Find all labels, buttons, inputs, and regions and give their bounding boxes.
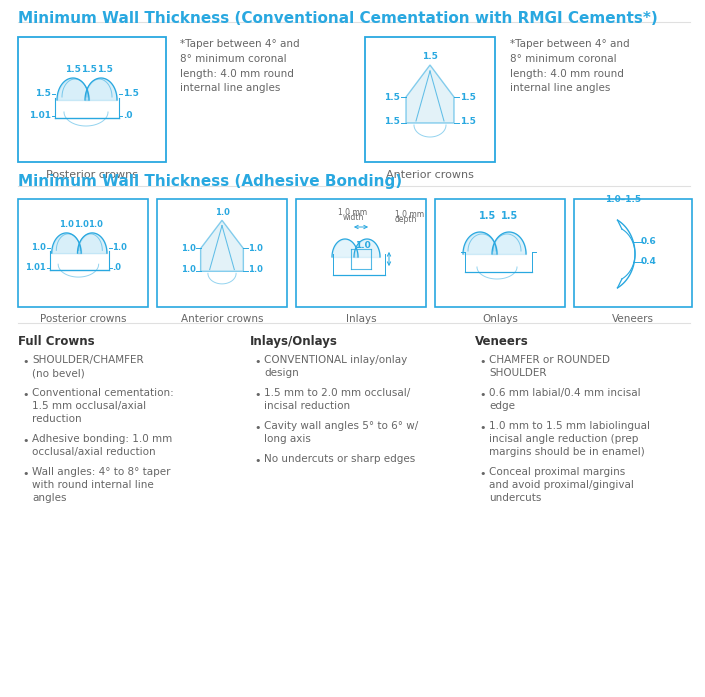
Text: 1.5: 1.5 — [501, 211, 519, 221]
Text: •: • — [479, 469, 486, 479]
Text: Full Crowns: Full Crowns — [18, 335, 94, 348]
Text: Inlays/Onlays: Inlays/Onlays — [250, 335, 338, 348]
Text: 1.5: 1.5 — [384, 116, 400, 125]
Text: CHAMFER or ROUNDED: CHAMFER or ROUNDED — [489, 355, 610, 365]
Text: •: • — [254, 357, 261, 367]
Text: 0.6: 0.6 — [641, 238, 657, 247]
Text: 1.5 mm occlusal/axial: 1.5 mm occlusal/axial — [32, 401, 146, 411]
Text: •: • — [254, 390, 261, 400]
Bar — [157, 199, 287, 307]
Text: •: • — [22, 436, 28, 446]
Text: 1.0–1.5: 1.0–1.5 — [605, 195, 641, 204]
Text: Onlays: Onlays — [482, 314, 518, 324]
Text: 1.0: 1.0 — [31, 243, 47, 252]
Text: 1.0: 1.0 — [74, 220, 89, 229]
Text: •: • — [479, 390, 486, 400]
Text: design: design — [264, 368, 299, 378]
Polygon shape — [201, 220, 243, 271]
Text: 1.0: 1.0 — [88, 220, 104, 229]
Polygon shape — [406, 65, 454, 123]
Bar — [365, 37, 495, 162]
Text: 1.5: 1.5 — [460, 93, 476, 102]
Text: depth: depth — [395, 215, 417, 224]
Text: •: • — [479, 357, 486, 367]
Text: Conventional cementation:: Conventional cementation: — [32, 388, 173, 398]
Text: 1.5: 1.5 — [422, 52, 438, 61]
Text: Cavity wall angles 5° to 6° w/: Cavity wall angles 5° to 6° w/ — [264, 421, 418, 431]
Text: No undercuts or sharp edges: No undercuts or sharp edges — [264, 454, 415, 464]
Text: 1.5: 1.5 — [384, 93, 400, 102]
Text: 1.0: 1.0 — [180, 265, 195, 274]
Text: 1.5 mm to 2.0 mm occlusal/: 1.5 mm to 2.0 mm occlusal/ — [264, 388, 410, 398]
Text: 1.01: 1.01 — [25, 263, 47, 273]
Text: Inlays: Inlays — [345, 314, 376, 324]
Text: 1.0: 1.0 — [248, 244, 263, 253]
Text: 1.5: 1.5 — [479, 211, 496, 221]
Text: •: • — [254, 423, 261, 433]
Text: undercuts: undercuts — [489, 493, 541, 503]
Bar — [18, 199, 148, 307]
Text: 1.0 mm to 1.5 mm labiolingual: 1.0 mm to 1.5 mm labiolingual — [489, 421, 650, 431]
Text: 0.6 mm labial/0.4 mm incisal: 0.6 mm labial/0.4 mm incisal — [489, 388, 641, 398]
Text: Minimum Wall Thickness (Conventional Cementation with RMGI Cements*): Minimum Wall Thickness (Conventional Cem… — [18, 11, 658, 26]
Text: reduction: reduction — [32, 414, 82, 424]
Text: •: • — [22, 357, 28, 367]
Text: 1.5: 1.5 — [97, 65, 113, 74]
Text: Adhesive bonding: 1.0 mm: Adhesive bonding: 1.0 mm — [32, 434, 172, 444]
Text: 1.5: 1.5 — [460, 116, 476, 125]
Text: edge: edge — [489, 401, 515, 411]
Text: *Taper between 4° and
8° minimum coronal
length: 4.0 mm round
internal line angl: *Taper between 4° and 8° minimum coronal… — [510, 39, 630, 93]
Text: 1.5: 1.5 — [35, 89, 51, 98]
Bar — [18, 37, 166, 162]
Text: Posterior crowns: Posterior crowns — [46, 170, 138, 180]
Text: 1.0: 1.0 — [248, 265, 263, 274]
Text: Veneers: Veneers — [612, 314, 654, 324]
Text: 1.0: 1.0 — [214, 208, 229, 217]
Text: incisal angle reduction (prep: incisal angle reduction (prep — [489, 434, 638, 444]
Bar — [435, 199, 565, 307]
Text: •: • — [22, 390, 28, 400]
Text: 1.0: 1.0 — [59, 220, 74, 229]
Text: 1.0: 1.0 — [180, 244, 195, 253]
Text: Anterior crowns: Anterior crowns — [180, 314, 263, 324]
Text: 1.0 mm: 1.0 mm — [395, 210, 424, 219]
Text: 0.4: 0.4 — [641, 257, 657, 266]
Text: 1.0: 1.0 — [112, 243, 128, 252]
Text: CONVENTIONAL inlay/onlay: CONVENTIONAL inlay/onlay — [264, 355, 407, 365]
Text: SHOULDER: SHOULDER — [489, 368, 546, 378]
Bar — [574, 199, 692, 307]
Bar — [296, 199, 426, 307]
Text: *Taper between 4° and
8° minimum coronal
length: 4.0 mm round
internal line angl: *Taper between 4° and 8° minimum coronal… — [180, 39, 300, 93]
Text: Veneers: Veneers — [475, 335, 529, 348]
Text: Minimum Wall Thickness (Adhesive Bonding): Minimum Wall Thickness (Adhesive Bonding… — [18, 174, 402, 189]
Text: Anterior crowns: Anterior crowns — [386, 170, 474, 180]
Text: long axis: long axis — [264, 434, 311, 444]
Text: margins should be in enamel): margins should be in enamel) — [489, 447, 645, 457]
Text: Conceal proximal margins: Conceal proximal margins — [489, 467, 625, 477]
Text: occlusal/axial reduction: occlusal/axial reduction — [32, 447, 156, 457]
Text: (no bevel): (no bevel) — [32, 368, 85, 378]
Text: 1.5: 1.5 — [65, 65, 81, 74]
Text: 1.01: 1.01 — [29, 112, 51, 121]
Text: 1.0 mm: 1.0 mm — [338, 208, 367, 217]
Text: 1.0: 1.0 — [355, 240, 371, 250]
Text: incisal reduction: incisal reduction — [264, 401, 350, 411]
Text: 1.5: 1.5 — [81, 65, 97, 74]
Text: SHOULDER/CHAMFER: SHOULDER/CHAMFER — [32, 355, 144, 365]
Text: width: width — [343, 213, 364, 222]
Text: .0: .0 — [123, 112, 133, 121]
Text: .0: .0 — [112, 263, 121, 273]
Text: and avoid proximal/gingival: and avoid proximal/gingival — [489, 480, 634, 490]
Text: angles: angles — [32, 493, 66, 503]
Text: Wall angles: 4° to 8° taper: Wall angles: 4° to 8° taper — [32, 467, 171, 477]
Text: •: • — [479, 423, 486, 433]
Text: 1.5: 1.5 — [123, 89, 139, 98]
Text: Posterior crowns: Posterior crowns — [39, 314, 126, 324]
Text: with round internal line: with round internal line — [32, 480, 154, 490]
Text: •: • — [22, 469, 28, 479]
Text: •: • — [254, 456, 261, 466]
